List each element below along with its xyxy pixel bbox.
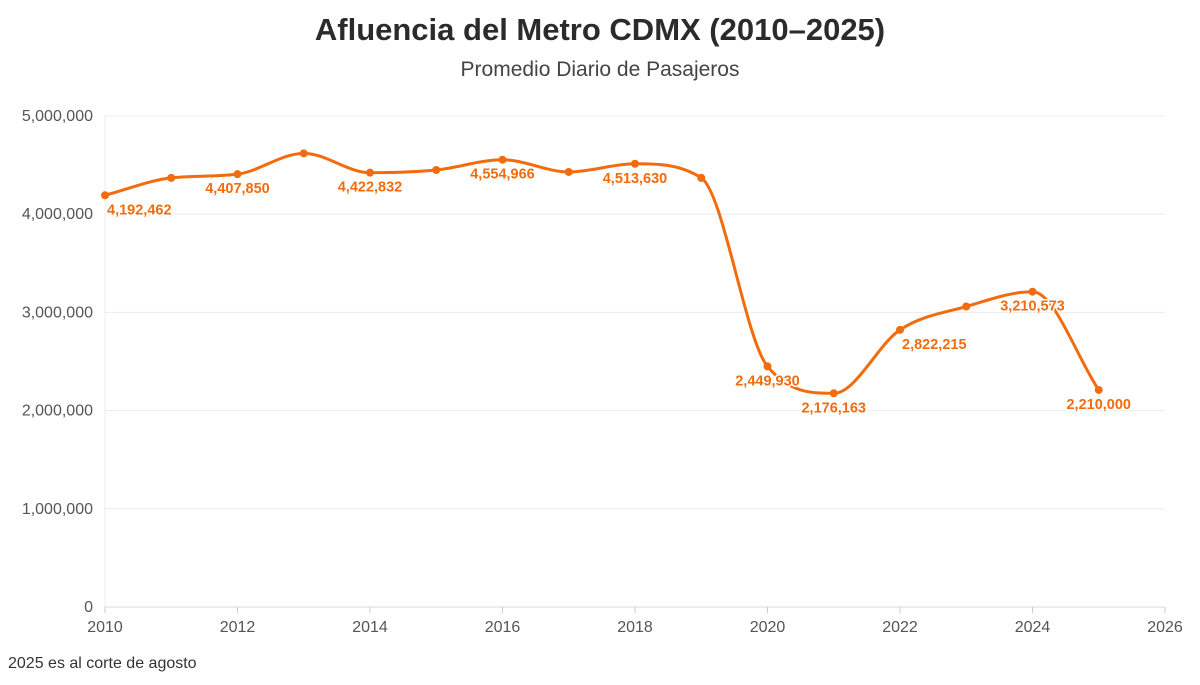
data-label: 4,422,832 (338, 180, 403, 196)
data-point (366, 168, 374, 177)
data-label: 2,822,215 (902, 337, 967, 353)
data-point (233, 170, 242, 179)
data-point (763, 362, 772, 371)
data-point (697, 173, 706, 182)
data-point (1028, 287, 1037, 296)
data-point (829, 389, 838, 398)
data-label: 4,192,462 (107, 202, 172, 218)
x-axis-ticks: 2010 2012 2014 2016 2018 2020 2022 2024 2026 (87, 619, 1183, 636)
data-point (896, 325, 904, 334)
data-label: 2,176,163 (801, 400, 866, 416)
x-tick-label: 2024 (1015, 619, 1051, 636)
data-label: 4,513,630 (603, 171, 668, 187)
x-tick-label: 2026 (1147, 619, 1183, 636)
gridlines (104, 115, 1166, 613)
y-axis-ticks: 0 1,000,000 2,000,000 3,000,000 4,000,000 5,0… (22, 108, 93, 616)
x-tick-label: 2012 (220, 619, 256, 636)
x-tick-label: 2016 (485, 619, 521, 636)
x-tick-label: 2014 (352, 619, 388, 636)
y-tick-label: 0 (84, 599, 93, 616)
data-point (498, 155, 507, 164)
data-point (299, 149, 308, 158)
data-label: 4,554,966 (470, 167, 535, 183)
data-label: 4,407,850 (205, 181, 270, 197)
x-tick-label: 2022 (882, 619, 918, 636)
data-labels: 4,192,462 4,407,850 4,422,832 4,554,966 4,51… (106, 165, 1133, 418)
data-point (432, 166, 441, 175)
y-tick-label: 1,000,000 (22, 501, 93, 518)
x-tick-label: 2010 (87, 619, 123, 636)
data-point (1094, 385, 1103, 394)
y-tick-label: 3,000,000 (22, 304, 93, 321)
data-point (101, 191, 109, 200)
y-tick-label: 4,000,000 (22, 206, 93, 223)
y-tick-label: 5,000,000 (22, 108, 93, 125)
x-tick-label: 2020 (750, 619, 786, 636)
data-label: 2,210,000 (1066, 397, 1131, 413)
data-point (564, 167, 573, 176)
data-label: 3,210,573 (1000, 299, 1065, 315)
y-tick-label: 2,000,000 (22, 403, 93, 420)
x-tick-label: 2018 (617, 619, 653, 636)
chart-subtitle: Promedio Diario de Pasajeros (460, 58, 740, 81)
data-point (167, 173, 176, 182)
data-point (631, 159, 639, 168)
data-points (101, 149, 1103, 398)
data-label: 2,449,930 (735, 373, 800, 389)
chart-title: Afluencia del Metro CDMX (2010–2025) (314, 12, 886, 47)
data-point (962, 302, 971, 311)
line-chart: 0 1,000,000 2,000,000 3,000,000 4,000,000 5,0… (22, 108, 1183, 636)
footnote: 2025 es al corte de agosto (8, 655, 197, 672)
